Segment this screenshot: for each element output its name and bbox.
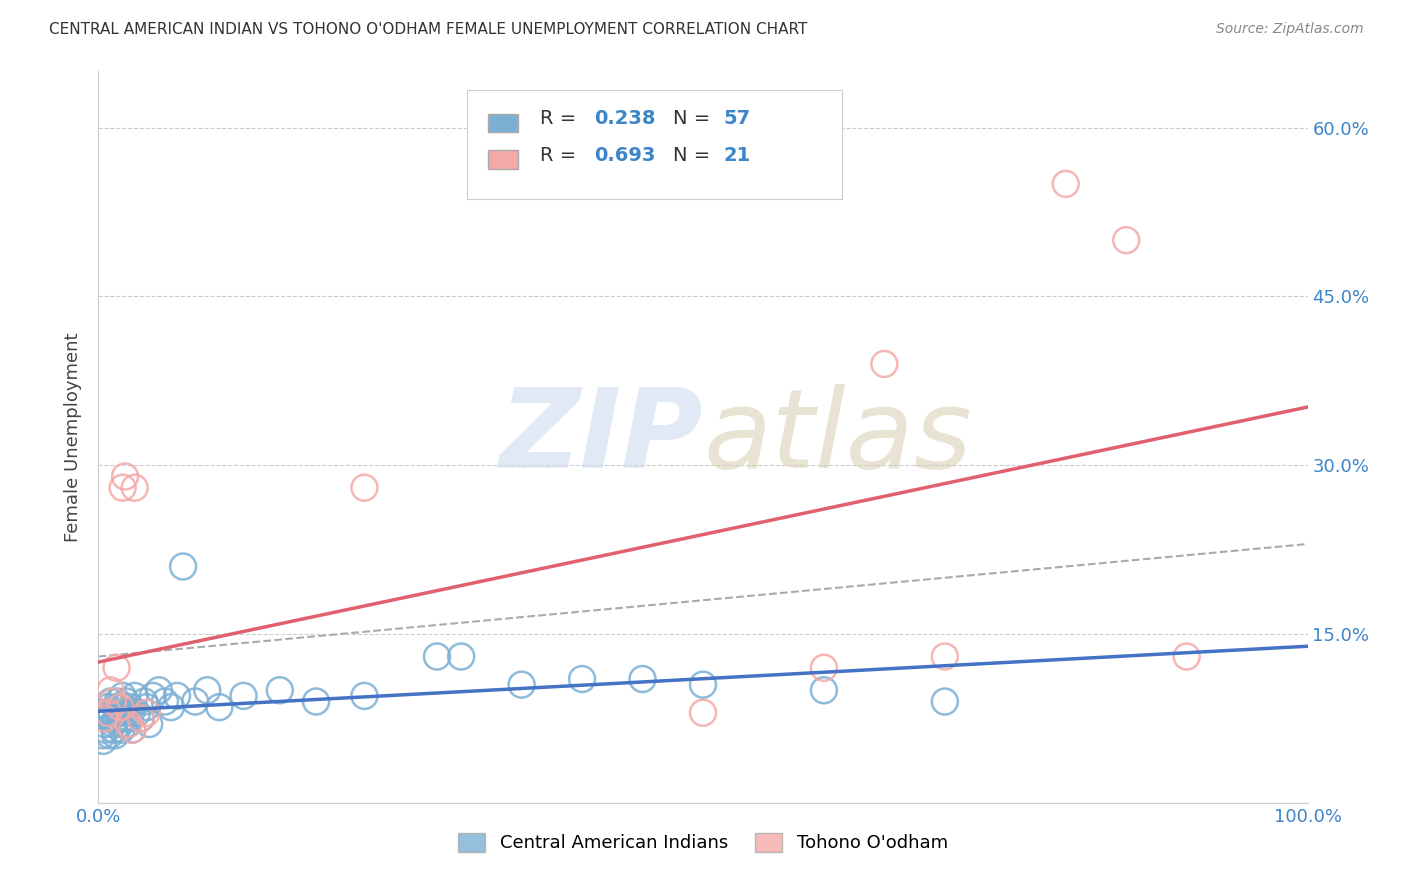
Point <box>1054 177 1077 191</box>
Point <box>105 661 128 675</box>
Point <box>138 717 160 731</box>
Point <box>110 723 132 737</box>
Point <box>105 700 128 714</box>
Point <box>232 689 254 703</box>
Point <box>108 717 131 731</box>
Legend: Central American Indians, Tohono O'odham: Central American Indians, Tohono O'odham <box>451 826 955 860</box>
Point <box>93 717 115 731</box>
Text: atlas: atlas <box>703 384 972 491</box>
Point <box>103 723 125 737</box>
Point <box>120 706 142 720</box>
Point <box>934 694 956 708</box>
Point <box>571 672 593 686</box>
Point <box>692 706 714 720</box>
Point <box>114 469 136 483</box>
Point <box>97 706 120 720</box>
Point <box>100 711 122 725</box>
Point <box>450 649 472 664</box>
Point <box>269 683 291 698</box>
Text: N =: N = <box>672 110 716 128</box>
Point <box>153 694 176 708</box>
Point <box>93 711 115 725</box>
Point <box>105 711 128 725</box>
Point <box>98 728 121 742</box>
Point <box>195 683 218 698</box>
Point <box>100 694 122 708</box>
Point <box>115 694 138 708</box>
Point <box>129 711 152 725</box>
Text: R =: R = <box>540 110 582 128</box>
Point <box>124 689 146 703</box>
Point <box>104 728 127 742</box>
Text: CENTRAL AMERICAN INDIAN VS TOHONO O'ODHAM FEMALE UNEMPLOYMENT CORRELATION CHART: CENTRAL AMERICAN INDIAN VS TOHONO O'ODHA… <box>49 22 807 37</box>
Text: 21: 21 <box>724 146 751 165</box>
Y-axis label: Female Unemployment: Female Unemployment <box>63 333 82 541</box>
Point <box>101 717 124 731</box>
Point <box>813 683 835 698</box>
Point <box>353 689 375 703</box>
Text: R =: R = <box>540 146 582 165</box>
FancyBboxPatch shape <box>467 90 842 200</box>
Point <box>100 683 122 698</box>
Point <box>111 481 134 495</box>
Point <box>142 689 165 703</box>
Point <box>100 706 122 720</box>
Text: 0.238: 0.238 <box>595 110 655 128</box>
Bar <box>488 114 517 132</box>
Point <box>353 481 375 495</box>
Point <box>118 711 141 725</box>
Text: ZIP: ZIP <box>499 384 703 491</box>
Point <box>873 357 896 371</box>
Point <box>134 694 156 708</box>
Point <box>166 689 188 703</box>
Point <box>184 694 207 708</box>
Point <box>118 700 141 714</box>
Point <box>631 672 654 686</box>
Point <box>101 694 124 708</box>
Point <box>108 700 131 714</box>
Point <box>426 649 449 664</box>
Bar <box>488 151 517 169</box>
Point <box>129 711 152 725</box>
Point <box>91 734 114 748</box>
Text: Source: ZipAtlas.com: Source: ZipAtlas.com <box>1216 22 1364 37</box>
Text: 0.693: 0.693 <box>595 146 655 165</box>
Point <box>114 706 136 720</box>
Text: N =: N = <box>672 146 716 165</box>
Point <box>127 706 149 720</box>
Point <box>121 723 143 737</box>
Point <box>107 694 129 708</box>
Point <box>305 694 328 708</box>
Point <box>160 700 183 714</box>
Point <box>135 700 157 714</box>
Point <box>93 706 115 720</box>
Point <box>510 678 533 692</box>
Point <box>208 700 231 714</box>
Point <box>813 661 835 675</box>
Point <box>117 717 139 731</box>
Point <box>96 711 118 725</box>
Point <box>148 683 170 698</box>
Point <box>118 717 141 731</box>
Point <box>108 706 131 720</box>
Point <box>172 559 194 574</box>
Point <box>1115 233 1137 247</box>
Point <box>124 481 146 495</box>
Point <box>111 689 134 703</box>
Point <box>121 723 143 737</box>
Point <box>1175 649 1198 664</box>
Point <box>112 700 135 714</box>
Point <box>135 706 157 720</box>
Text: 57: 57 <box>724 110 751 128</box>
Point <box>111 711 134 725</box>
Point <box>934 649 956 664</box>
Point <box>91 728 114 742</box>
Point <box>97 700 120 714</box>
Point <box>94 723 117 737</box>
Point <box>692 678 714 692</box>
